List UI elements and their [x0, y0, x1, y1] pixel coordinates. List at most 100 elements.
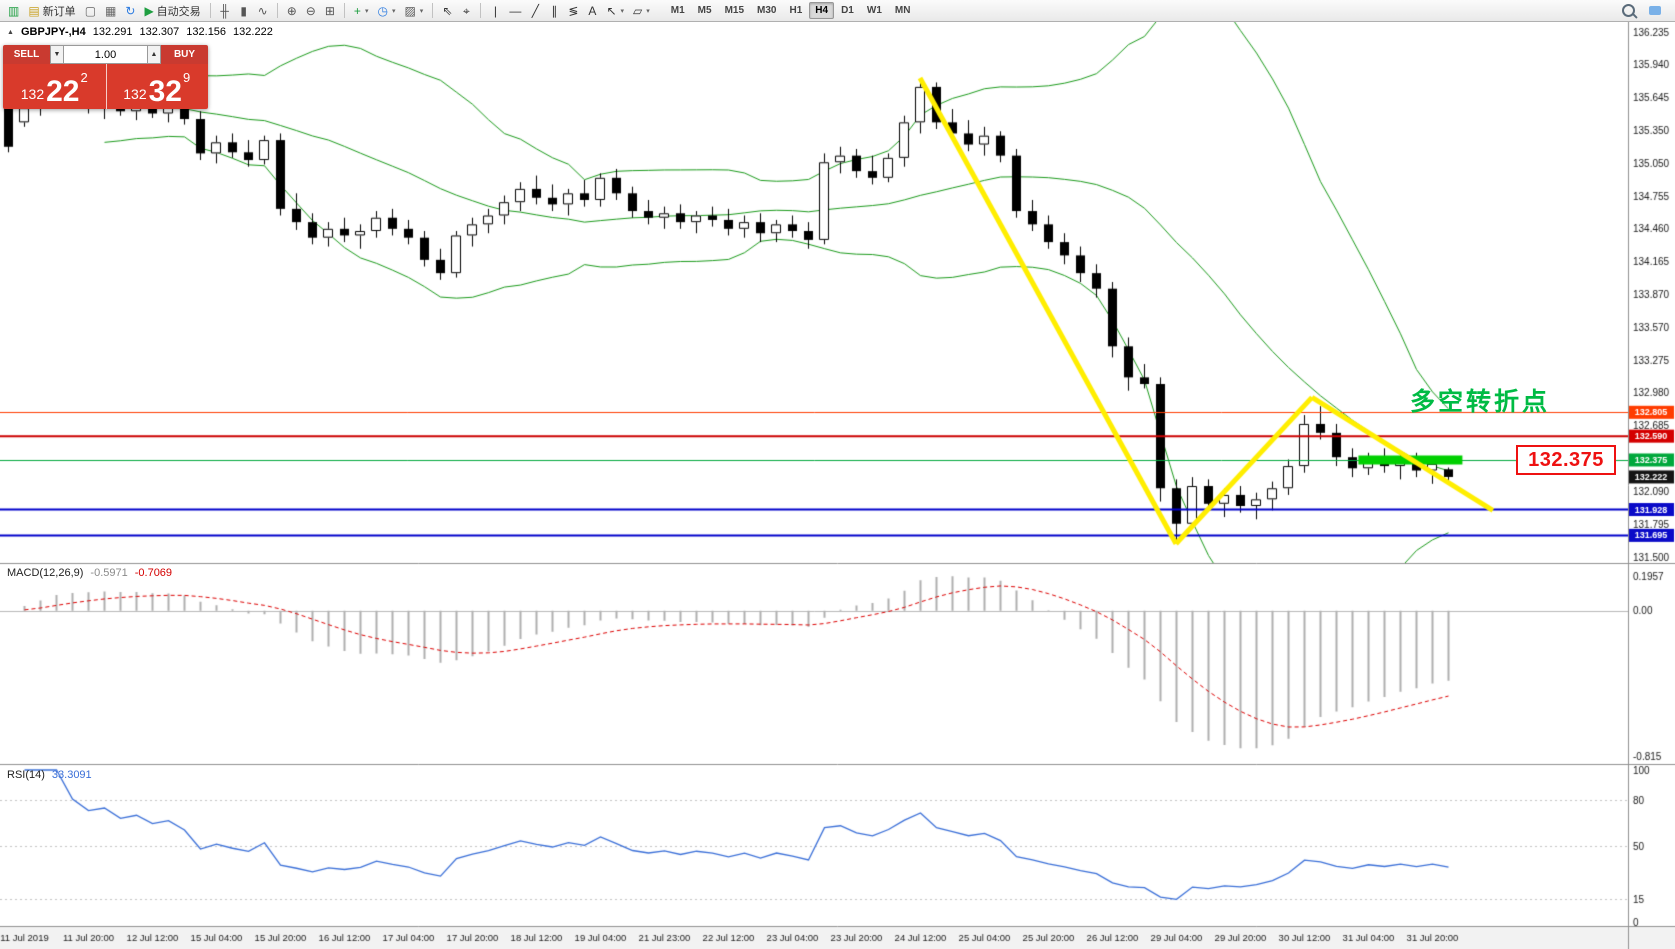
rsi-name: RSI(14) [7, 769, 45, 781]
text-icon: A [588, 3, 597, 18]
buy-price-whole: 132 [123, 86, 147, 102]
ohlc-high: 132.307 [139, 26, 180, 38]
arrows-icon: ↖ [606, 3, 617, 18]
volume-down-button[interactable]: ▼ [50, 45, 64, 64]
rsi-indicator-label: RSI(14) 33.3091 [7, 769, 92, 781]
shapes-icon[interactable]: ▱ ▾ [629, 2, 654, 20]
toolbar-separator [343, 3, 345, 18]
timeframe-m30-button[interactable]: M30 [751, 2, 782, 19]
sell-price-pips: 22 [46, 74, 80, 108]
horizontal-line-icon: ― [509, 3, 522, 18]
macd-value-main: -0.5971 [90, 567, 128, 579]
search-icon [1622, 4, 1635, 17]
text-icon[interactable]: A [583, 2, 601, 20]
refresh-icon[interactable]: ↻ [121, 2, 139, 20]
sell-price-whole: 132 [20, 86, 45, 102]
templates-icon[interactable]: ▨ ▾ [400, 2, 427, 20]
toolbar: ▥ ▤ 新订单 ▢ ▦ ↻ ▶ 自动交易 ╫ ▮ ∿ ⊕ ⊖ ⊞ + ▾ ◷ ▾ ▨ ▾ ⇖ ⌖ | ― ╱ ∥ ≶ A ↖ ▾ ▱ ▾ M1… [0, 0, 1675, 22]
trendline-icon[interactable]: ╱ [526, 2, 544, 20]
chevron-down-icon: ▼ [53, 51, 61, 58]
zoom-out-icon: ⊖ [305, 3, 316, 18]
sell-price-point: 2 [80, 70, 88, 85]
chevron-down-icon: ▾ [419, 7, 424, 15]
terminal-icon: ▥ [8, 3, 20, 18]
periods-icon[interactable]: ◷ ▾ [373, 2, 399, 20]
zoom-in-icon[interactable]: ⊕ [283, 2, 301, 20]
turning-point-label: 多空转折点 [1410, 388, 1551, 416]
new-order-icon: ▤ [28, 3, 40, 18]
symbol-info: ▲ GBPJPY-,H4 132.291 132.307 132.156 132… [7, 26, 273, 38]
bar-chart-icon[interactable]: ╫ [216, 2, 234, 20]
line-chart-icon: ∿ [257, 3, 268, 18]
buy-button[interactable]: BUY [161, 45, 208, 64]
vertical-line-icon[interactable]: | [486, 2, 504, 20]
templates-icon: ▨ [404, 3, 416, 18]
new-chart-icon: ▢ [84, 3, 97, 18]
ohlc-close: 132.222 [233, 26, 273, 38]
chevron-up-icon: ▲ [150, 51, 158, 58]
horizontal-line-icon[interactable]: ― [505, 2, 525, 20]
line-chart-icon[interactable]: ∿ [254, 2, 272, 20]
timeframe-m15-button[interactable]: M15 [719, 2, 750, 19]
terminal-icon: ▥ [4, 2, 23, 20]
channel-icon: ∥ [551, 3, 558, 18]
toolbar-separator [480, 3, 482, 18]
tile-windows-icon[interactable]: ⊞ [321, 2, 339, 20]
toolbar-separator [432, 3, 434, 18]
timeframe-mn-button[interactable]: MN [889, 2, 917, 19]
macd-indicator-label: MACD(12,26,9) -0.5971 -0.7069 [7, 567, 172, 579]
timeframe-h1-button[interactable]: H1 [783, 2, 808, 19]
vertical-line-icon: | [493, 3, 497, 18]
symbol-title: GBPJPY-,H4 [20, 26, 86, 38]
one-click-trading-panel: SELL ▼ ▲ BUY 132 22 2 132 32 9 [3, 45, 208, 109]
arrows-icon[interactable]: ↖ ▾ [602, 2, 628, 20]
new-chart-icon[interactable]: ▢ [81, 2, 100, 20]
profiles-icon: ▦ [105, 3, 117, 18]
zoom-in-icon: ⊕ [286, 3, 297, 18]
ohlc-low: 132.156 [186, 26, 227, 38]
timeframe-m1-button[interactable]: M1 [665, 2, 691, 19]
volume-input[interactable] [64, 45, 147, 64]
timeframe-w1-button[interactable]: W1 [861, 2, 888, 19]
profiles-icon[interactable]: ▦ [101, 2, 120, 20]
shapes-icon: ▱ [633, 3, 643, 18]
autotrading-icon: ▶ [144, 3, 154, 18]
autotrading-button[interactable]: ▶ 自动交易 [140, 2, 204, 20]
candlestick-chart-icon[interactable]: ▮ [235, 2, 253, 20]
chat-button [1645, 2, 1665, 20]
search-button[interactable] [1618, 2, 1639, 20]
timeframe-h4-button[interactable]: H4 [809, 2, 835, 19]
ohlc-open: 132.291 [92, 26, 133, 38]
price-callout: 132.375 [1516, 445, 1616, 475]
indicators-icon[interactable]: + ▾ [350, 2, 373, 20]
collapse-icon[interactable]: ▲ [7, 28, 14, 36]
crosshair-icon[interactable]: ⌖ [457, 2, 475, 20]
fibonacci-icon: ≶ [568, 3, 579, 18]
macd-name: MACD(12,26,9) [7, 567, 84, 579]
autotrading-button-label: 自动交易 [156, 5, 201, 18]
volume-up-button[interactable]: ▲ [147, 45, 161, 64]
toolbar-separator [276, 3, 278, 18]
new-order-button[interactable]: ▤ 新订单 [24, 2, 79, 20]
trendline-icon: ╱ [531, 3, 539, 18]
refresh-icon: ↻ [125, 3, 136, 18]
chevron-down-icon: ▾ [620, 7, 625, 15]
bar-chart-icon: ╫ [220, 3, 229, 18]
timeframe-m5-button[interactable]: M5 [692, 2, 718, 19]
chevron-down-icon: ▾ [391, 7, 396, 15]
timeframe-d1-button[interactable]: D1 [835, 2, 860, 19]
fibonacci-icon[interactable]: ≶ [564, 2, 582, 20]
buy-price-button[interactable]: 132 32 9 [106, 64, 209, 109]
buy-price-point: 9 [183, 70, 191, 85]
toolbar-separator [209, 3, 211, 18]
channel-icon[interactable]: ∥ [545, 2, 563, 20]
cursor-icon[interactable]: ⇖ [438, 2, 456, 20]
buy-price-pips: 32 [148, 74, 182, 108]
candlestick-chart-icon: ▮ [240, 3, 247, 18]
sell-price-button[interactable]: 132 22 2 [3, 64, 106, 109]
sell-button[interactable]: SELL [3, 45, 50, 64]
zoom-out-icon[interactable]: ⊖ [302, 2, 320, 20]
rsi-value: 33.3091 [51, 769, 92, 781]
chat-icon [1649, 6, 1661, 15]
chart-canvas[interactable] [0, 22, 1675, 949]
